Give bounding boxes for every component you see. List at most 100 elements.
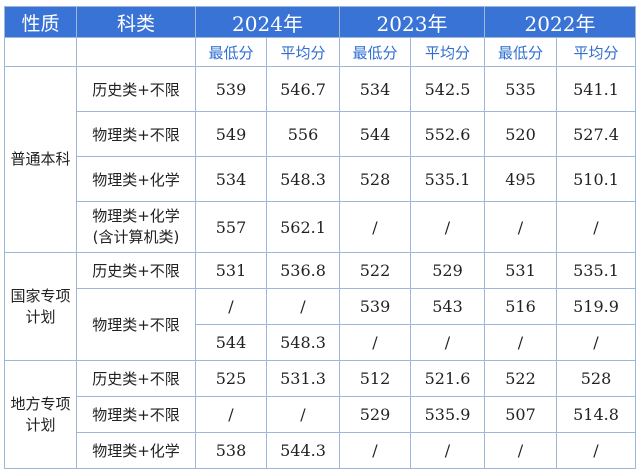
subject-note: (含计算机类) [92,228,180,246]
header-nature: 性质 [4,6,77,38]
subject-text: 物理类+化学 [92,207,180,225]
value-cell: 529 [339,396,411,433]
value-cell: 495 [484,156,557,202]
subject-cell: 历史类+不限 [76,360,196,397]
value-cell: 546.7 [266,66,340,112]
value-cell: 548.3 [266,156,340,202]
value-cell: 510.1 [556,156,636,202]
value-cell: 544.3 [266,432,340,469]
header-year-2023: 2023年 [339,6,485,38]
group-name-line2: 计划 [25,307,56,326]
subheader-min-2023: 最低分 [339,37,411,67]
subheader-blank [4,37,77,67]
table-row: 物理类+不限 549 556 544 552.6 520 527.4 [5,111,636,157]
group-nature-cell: 地方专项 计划 [4,360,77,469]
subject-cell: 物理类+化学 [76,432,196,469]
value-cell: 539 [195,66,267,112]
subheader-avg-2023: 平均分 [410,37,485,67]
value-cell: 529 [410,252,485,289]
value-cell: 535.1 [556,252,636,289]
value-cell: 522 [484,360,557,397]
value-cell: 541.1 [556,66,636,112]
value-cell: 544 [195,324,267,361]
value-cell: 535.9 [410,396,485,433]
value-cell: 531.3 [266,360,340,397]
subheader-blank [76,37,196,67]
subject-cell: 历史类+不限 [76,66,196,112]
admission-score-table: 性质 科类 2024年 2023年 2022年 最低分 平均分 最低分 平均分 … [4,6,636,469]
subject-cell: 物理类+不限 [76,111,196,157]
value-cell: 528 [556,360,636,397]
subheader-min-2024: 最低分 [195,37,267,67]
value-cell: 522 [339,252,411,289]
value-cell: 562.1 [266,201,340,253]
subheader-avg-2024: 平均分 [266,37,340,67]
value-cell: 552.6 [410,111,485,157]
value-cell: / [484,432,557,469]
value-cell: / [410,324,485,361]
value-cell: / [339,324,411,361]
table-row: 物理类+不限 / / 529 535.9 507 514.8 [5,396,636,433]
value-cell: 535.1 [410,156,485,202]
header-row: 性质 科类 2024年 2023年 2022年 [4,6,636,38]
value-cell: / [484,201,557,253]
value-cell: 512 [339,360,411,397]
subheader-avg-2022: 平均分 [556,37,636,67]
admission-score-table-container: 性质 科类 2024年 2023年 2022年 最低分 平均分 最低分 平均分 … [4,6,636,469]
value-cell: 544 [339,111,411,157]
table-row: 物理类+化学 538 544.3 / / / / [5,432,636,469]
subject-cell: 物理类+不限 [76,288,196,361]
subheader-row: 最低分 平均分 最低分 平均分 最低分 平均分 [4,37,636,67]
value-cell: / [484,324,557,361]
group-name-line2: 计划 [25,415,56,434]
value-cell: / [195,396,267,433]
value-cell: 538 [195,432,267,469]
value-cell: 519.9 [556,288,636,325]
value-cell: 536.8 [266,252,340,289]
value-cell: 528 [339,156,411,202]
table-row: 物理类+不限 / / 539 543 516 519.9 [5,288,636,361]
value-cell: 549 [195,111,267,157]
table-row: 国家专项 计划 历史类+不限 531 536.8 522 529 531 535… [4,252,636,361]
value-cell: / [195,288,267,325]
value-cell: 531 [484,252,557,289]
value-cell: 531 [195,252,267,289]
value-cell: 556 [266,111,340,157]
table-row: 544 548.3 / / / / [5,324,636,361]
subject-cell: 物理类+化学 (含计算机类) [76,201,196,253]
value-cell: 527.4 [556,111,636,157]
value-cell: / [556,201,636,253]
value-cell: 535 [484,66,557,112]
value-cell: 548.3 [266,324,340,361]
value-cell: 521.6 [410,360,485,397]
group-name-line1: 国家专项 [10,286,71,305]
table-row: 普通本科 历史类+不限 539 546.7 534 542.5 535 541.… [4,66,636,253]
value-cell: / [266,288,340,325]
value-cell: 507 [484,396,557,433]
value-cell: 557 [195,201,267,253]
header-year-2022: 2022年 [484,6,636,38]
value-cell: 534 [195,156,267,202]
value-cell: / [556,432,636,469]
subject-cell: 物理类+化学 [76,156,196,202]
subheader-min-2022: 最低分 [484,37,557,67]
value-cell: / [266,396,340,433]
value-cell: 525 [195,360,267,397]
value-cell: 542.5 [410,66,485,112]
header-subject: 科类 [76,6,196,38]
value-cell: 520 [484,111,557,157]
header-year-2024: 2024年 [195,6,340,38]
subject-cell: 物理类+不限 [76,396,196,433]
value-cell: 514.8 [556,396,636,433]
value-cell: 516 [484,288,557,325]
value-cell: / [339,432,411,469]
value-cell: / [556,324,636,361]
value-cell: / [339,201,411,253]
group-nature-cell: 国家专项 计划 [4,252,77,361]
value-cell: / [410,432,485,469]
value-cell: / [410,201,485,253]
value-cell: 534 [339,66,411,112]
table-row: 地方专项 计划 历史类+不限 525 531.3 512 521.6 522 5… [4,360,636,469]
subject-cell: 历史类+不限 [76,252,196,289]
table-row: 物理类+化学 534 548.3 528 535.1 495 510.1 [5,156,636,202]
